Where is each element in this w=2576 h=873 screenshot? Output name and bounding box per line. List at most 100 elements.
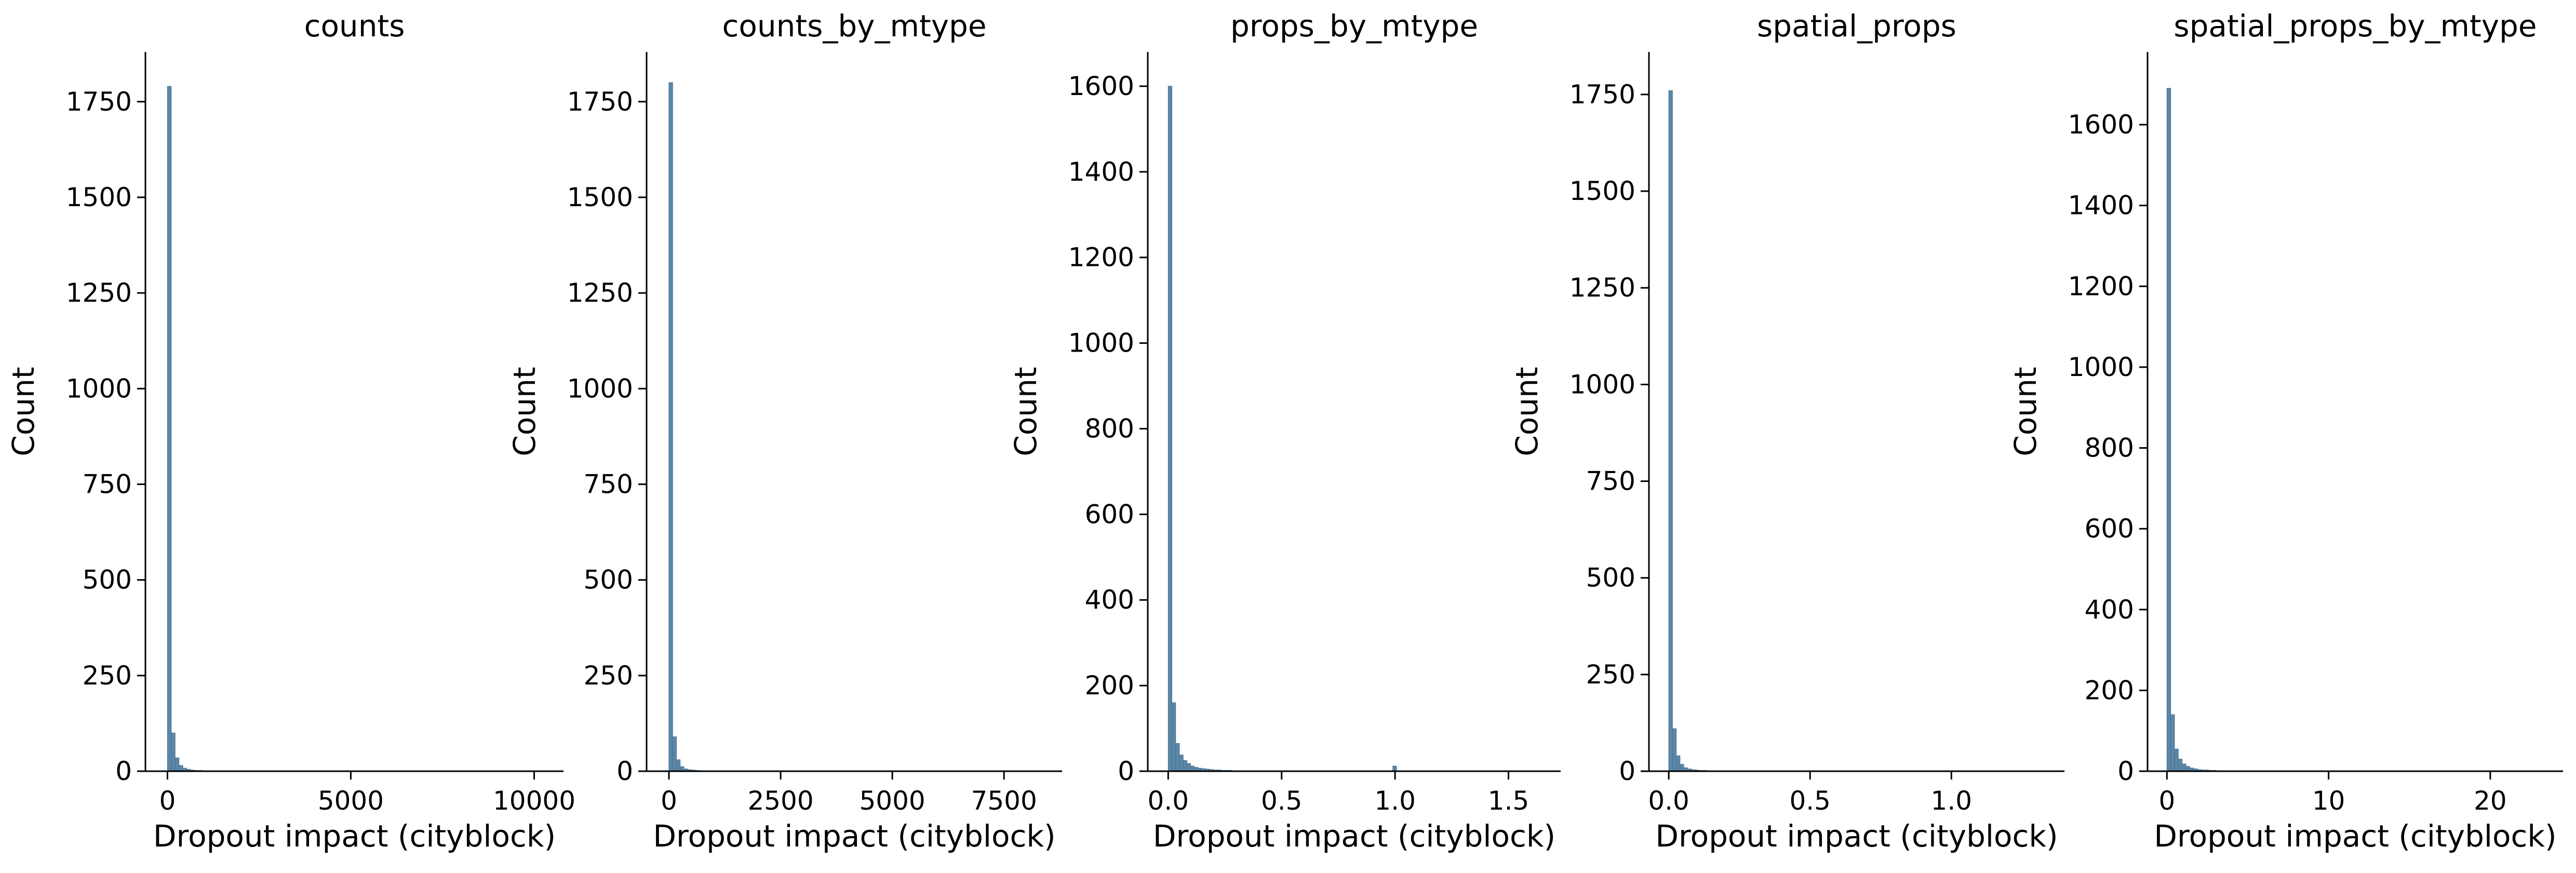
- histogram-bar: [1668, 90, 1673, 772]
- x-tick-label: 0.5: [1789, 786, 1831, 816]
- x-tick-label: 5000: [859, 786, 925, 816]
- y-tick-label: 750: [584, 469, 633, 499]
- y-tick-label: 500: [584, 565, 633, 595]
- histogram-bar: [668, 82, 673, 772]
- y-tick-label: 1500: [1569, 176, 1635, 206]
- bars: [1668, 90, 2045, 772]
- x-tick-label: 1.0: [1374, 786, 1416, 816]
- y-tick-label: 1000: [66, 373, 132, 404]
- panel-title: spatial_props_by_mtype: [2174, 8, 2537, 44]
- panel-props_by_mtype: 0.0 0.5 1.0 1.5 0 200 400 600 800 1000 1200 1400 160…: [1008, 8, 1561, 854]
- y-tick-label: 0: [2117, 756, 2134, 786]
- y-tick-label: 750: [1586, 466, 1635, 496]
- panel-spatial_props: 0.0 0.5 1.0 0 250 500 750 1000 1250 1500 1750 spati…: [1509, 8, 2064, 854]
- y-tick-label: 1750: [1569, 79, 1635, 110]
- y-tick-label: 1400: [2068, 191, 2134, 221]
- histogram-bar: [1179, 755, 1184, 772]
- x-tick-label: 0: [661, 786, 677, 816]
- histogram-bar: [2170, 714, 2175, 772]
- y-tick-label: 250: [83, 661, 132, 691]
- y-tick-label: 1600: [2068, 110, 2134, 140]
- histogram-bar: [1676, 755, 1681, 772]
- bars: [2166, 88, 2547, 772]
- y-tick-label: 800: [1085, 413, 1134, 444]
- y-tick-label: 1250: [1569, 273, 1635, 303]
- y-tick-label: 1000: [2068, 352, 2134, 382]
- histogram-bar: [672, 736, 677, 772]
- panel-title: spatial_props: [1757, 8, 1956, 44]
- y-tick-label: 0: [1118, 756, 1134, 786]
- x-axis-label: Dropout impact (cityblock): [2154, 818, 2556, 854]
- panel-title: counts: [304, 8, 405, 44]
- y-tick-label: 0: [1619, 756, 1635, 786]
- panel-counts: 0 5000 10000 0 250 500 750 1000 1250 1500 1750 coun…: [6, 8, 575, 854]
- y-tick-label: 1200: [1068, 243, 1134, 273]
- x-axis-label: Dropout impact (cityblock): [653, 818, 1055, 854]
- y-tick-label: 1750: [567, 87, 633, 117]
- y-tick-label: 1600: [1068, 71, 1134, 101]
- y-tick-label: 1250: [567, 278, 633, 308]
- histogram-bar: [676, 759, 681, 772]
- y-axis-label: Count: [1509, 367, 1545, 456]
- y-tick-label: 1000: [1569, 369, 1635, 399]
- y-tick-label: 600: [1085, 499, 1134, 529]
- x-axis-label: Dropout impact (cityblock): [1153, 818, 1555, 854]
- x-tick-label: 10000: [493, 786, 575, 816]
- y-tick-label: 500: [83, 565, 132, 595]
- histogram-bar: [2174, 748, 2179, 772]
- y-tick-label: 800: [2085, 433, 2134, 463]
- y-tick-label: 400: [1085, 585, 1134, 615]
- y-tick-label: 1200: [2068, 271, 2134, 301]
- y-tick-label: 1500: [567, 182, 633, 212]
- y-axis-label: Count: [1008, 367, 1043, 456]
- bars: [167, 86, 553, 772]
- histogram-bar: [175, 757, 180, 772]
- panel-counts_by_mtype: 0 2500 5000 7500 0 250 500 750 1000 1250 1500 1750 c…: [507, 8, 1062, 854]
- y-tick-label: 400: [2085, 595, 2134, 625]
- y-tick-label: 1000: [567, 373, 633, 404]
- histogram-bar: [2166, 88, 2171, 772]
- y-tick-label: 1500: [66, 182, 132, 212]
- histogram-bar: [1186, 763, 1191, 772]
- y-tick-label: 250: [584, 661, 633, 691]
- histogram-bar: [167, 86, 172, 772]
- x-tick-label: 20: [2474, 786, 2507, 816]
- histogram-bar: [1172, 702, 1176, 772]
- x-axis-label: Dropout impact (cityblock): [1655, 818, 2058, 854]
- histogram-bar: [1175, 743, 1180, 772]
- histogram-bar: [179, 765, 183, 772]
- x-axis-label: Dropout impact (cityblock): [153, 818, 556, 854]
- y-tick-label: 200: [2085, 675, 2134, 705]
- x-tick-label: 1.0: [1931, 786, 1973, 816]
- y-tick-label: 0: [616, 756, 633, 786]
- histogram-bar: [1680, 764, 1684, 772]
- x-tick-label: 2500: [747, 786, 813, 816]
- histogram-bar: [1183, 760, 1187, 772]
- x-tick-label: 0: [159, 786, 176, 816]
- x-tick-label: 0: [2158, 786, 2175, 816]
- x-tick-label: 0.0: [1148, 786, 1189, 816]
- y-axis-label: Count: [2008, 367, 2043, 456]
- panel-title: counts_by_mtype: [722, 8, 986, 44]
- x-tick-label: 0.5: [1261, 786, 1303, 816]
- x-tick-label: 5000: [318, 786, 384, 816]
- histogram-bar: [171, 732, 176, 772]
- panel-spatial_props_by_mtype: 0 10 2002004006008001000120014001600spatia…: [2008, 8, 2563, 854]
- x-tick-label: 10: [2312, 786, 2345, 816]
- y-tick-label: 600: [2085, 514, 2134, 544]
- y-tick-label: 1250: [66, 278, 132, 308]
- y-tick-label: 250: [1586, 660, 1635, 690]
- x-tick-label: 1.5: [1488, 786, 1530, 816]
- y-tick-label: 500: [1586, 563, 1635, 593]
- y-tick-label: 0: [115, 756, 132, 786]
- bars: [1168, 86, 1543, 772]
- bars: [668, 82, 1045, 772]
- y-axis-label: Count: [507, 367, 542, 456]
- y-tick-label: 1750: [66, 87, 132, 117]
- panel-title: props_by_mtype: [1230, 8, 1478, 44]
- y-tick-label: 200: [1085, 670, 1134, 701]
- x-tick-label: 0.0: [1648, 786, 1689, 816]
- x-tick-label: 7500: [971, 786, 1037, 816]
- histogram-bar: [2182, 763, 2186, 772]
